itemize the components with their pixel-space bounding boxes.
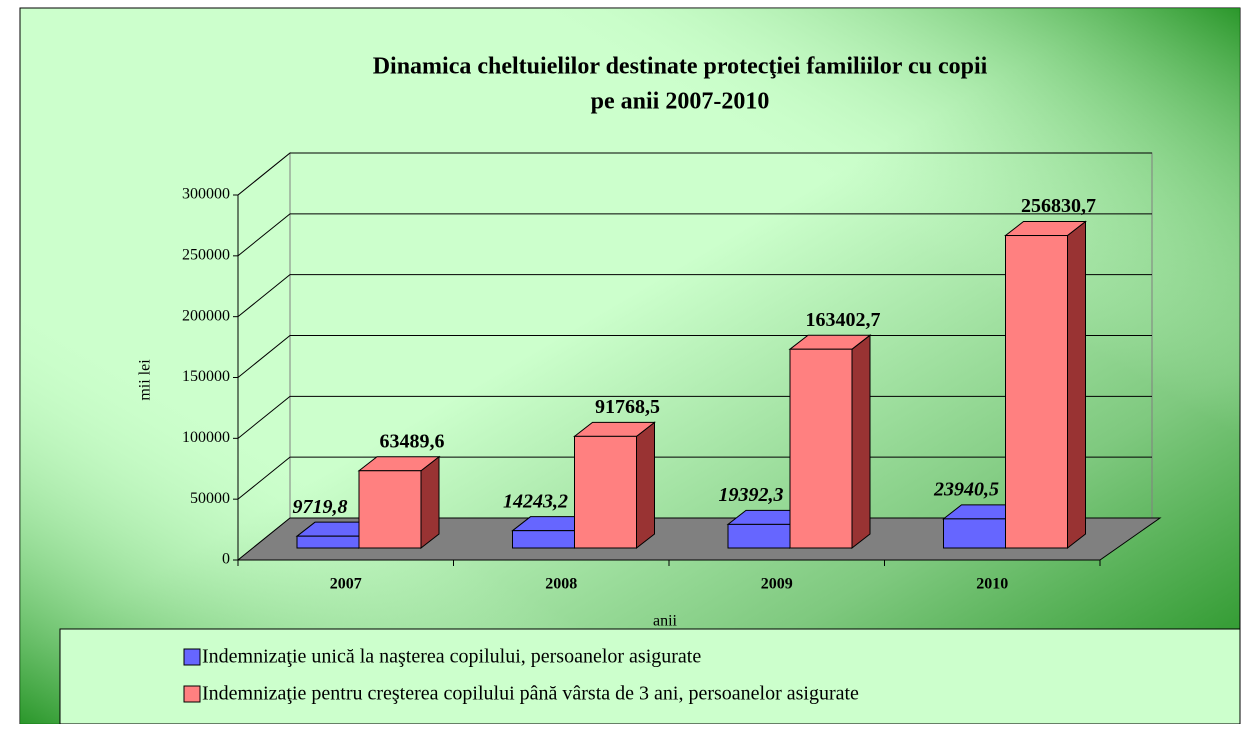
y-tick-label: 200000 [182, 307, 230, 324]
y-axis-label: mii lei [137, 359, 154, 401]
bar [727, 523, 791, 549]
bar-side [851, 334, 871, 550]
y-tick-label: 150000 [182, 368, 230, 385]
y-tick-label: 100000 [182, 429, 230, 446]
data-label: 91768,5 [595, 396, 660, 418]
data-label: 19392,3 [719, 484, 784, 506]
x-tick-label: 2007 [330, 576, 362, 593]
bar [574, 435, 637, 549]
data-label: 9719,8 [293, 496, 348, 518]
legend-label: Indemnizaţie pentru creşterea copilului … [202, 683, 859, 705]
data-label: 256830,7 [1021, 195, 1096, 217]
chart-title: pe anii 2007-2010 [591, 89, 770, 115]
x-tick-label: 2010 [976, 576, 1008, 593]
bar-side [420, 455, 440, 550]
bar-side [636, 421, 655, 550]
legend [59, 628, 1241, 725]
legend-swatch [183, 685, 201, 703]
bar [789, 348, 853, 549]
grid-line [237, 213, 1152, 257]
y-tick-label: 300000 [182, 186, 230, 203]
x-tick-label: 2008 [545, 576, 577, 593]
y-tick-label: 250000 [182, 247, 230, 264]
bar [512, 530, 575, 549]
x-tick-label: 2009 [761, 576, 793, 593]
bar-side [1067, 220, 1086, 550]
legend-swatch [183, 648, 201, 666]
x-axis-label: anii [653, 613, 678, 630]
data-label: 23940,5 [933, 478, 999, 500]
bar [943, 518, 1006, 549]
grid-line [237, 152, 1152, 196]
grid-line [237, 274, 1152, 318]
data-label: 14243,2 [503, 490, 568, 512]
legend-label: Indemnizaţie unică la naşterea copilului… [202, 646, 701, 668]
chart-title: Dinamica cheltuielilor destinate protecţ… [373, 54, 988, 80]
bar [358, 470, 422, 549]
bar [296, 535, 360, 549]
y-tick-label: 0 [222, 551, 230, 568]
data-label: 163402,7 [806, 309, 881, 331]
data-label: 63489,6 [380, 430, 445, 452]
y-tick-label: 50000 [190, 490, 230, 507]
bar [1005, 235, 1068, 549]
